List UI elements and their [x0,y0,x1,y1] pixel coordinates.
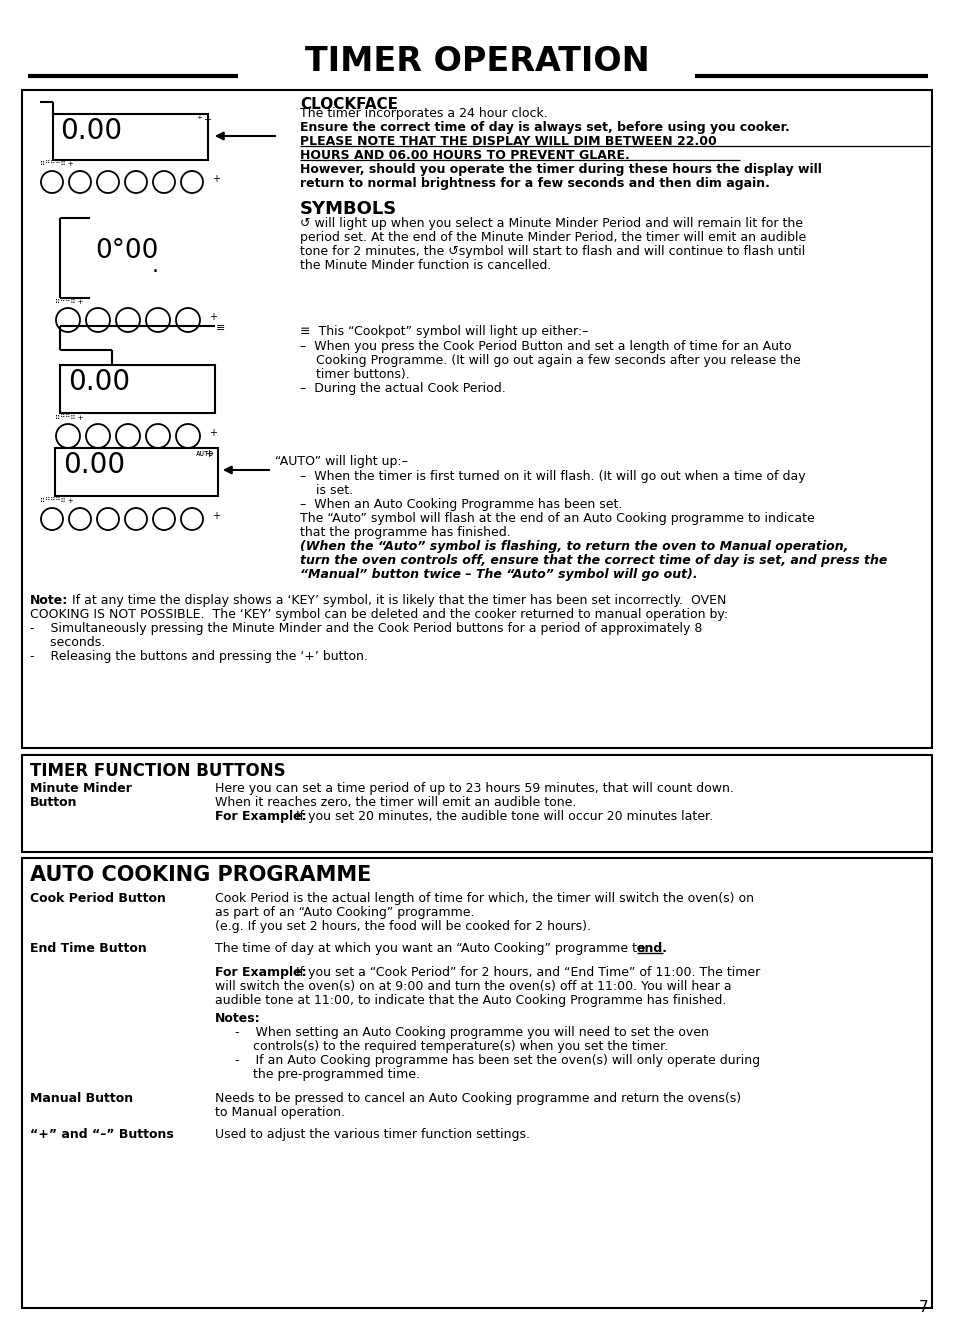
Text: the pre-programmed time.: the pre-programmed time. [253,1067,419,1081]
Text: -    Simultaneously pressing the Minute Minder and the Cook Period buttons for a: - Simultaneously pressing the Minute Min… [30,623,701,635]
Bar [22,90,931,748]
Bar [22,858,931,1308]
Text: However, should you operate the timer during these hours the display will: However, should you operate the timer du… [299,163,821,176]
Text: controls(s) to the required temperature(s) when you set the timer.: controls(s) to the required temperature(… [253,1039,667,1053]
Text: Ensure the correct time of day is always set, before using you cooker.: Ensure the correct time of day is always… [299,122,789,134]
Text: Cook Period Button: Cook Period Button [30,892,166,904]
Text: timer buttons).: timer buttons). [299,367,410,381]
Text: as part of an “Auto Cooking” programme.: as part of an “Auto Cooking” programme. [214,906,474,919]
Text: will switch the oven(s) on at 9:00 and turn the oven(s) off at 11:00. You will h: will switch the oven(s) on at 9:00 and t… [214,981,731,993]
Text: (e.g. If you set 2 hours, the food will be cooked for 2 hours).: (e.g. If you set 2 hours, the food will … [214,921,590,933]
Text: The “Auto” symbol will flash at the end of an Auto Cooking programme to indicate: The “Auto” symbol will flash at the end … [299,512,814,525]
Bar [55,448,218,496]
Text: COOKING IS NOT POSSIBLE.  The ‘KEY’ symbol can be deleted and the cooker returne: COOKING IS NOT POSSIBLE. The ‘KEY’ symbo… [30,608,727,621]
Text: end.: end. [637,942,667,955]
Text: to Manual operation.: to Manual operation. [214,1106,345,1120]
Text: Cook Period is the actual length of time for which, the timer will switch the ov: Cook Period is the actual length of time… [214,892,753,904]
Text: period set. At the end of the Minute Minder Period, the timer will emit an audib: period set. At the end of the Minute Min… [299,231,805,244]
Text: Used to adjust the various timer function settings.: Used to adjust the various timer functio… [214,1128,530,1141]
Text: –  When you press the Cook Period Button and set a length of time for an Auto: – When you press the Cook Period Button … [299,339,791,353]
Text: If you set 20 minutes, the audible tone will occur 20 minutes later.: If you set 20 minutes, the audible tone … [295,810,712,823]
Text: “+” and “–” Buttons: “+” and “–” Buttons [30,1128,173,1141]
Text: The timer incorporates a 24 hour clock.: The timer incorporates a 24 hour clock. [299,107,547,120]
Text: .: . [152,257,159,277]
Text: +: + [212,174,220,184]
Text: ≡: ≡ [215,323,225,333]
Text: If at any time the display shows a ‘KEY’ symbol, it is likely that the timer has: If at any time the display shows a ‘KEY’… [71,595,725,607]
Text: 7: 7 [918,1300,927,1315]
Text: ⠿⠛⠛⠿ +: ⠿⠛⠛⠿ + [55,415,86,421]
Text: “Manual” button twice – The “Auto” symbol will go out).: “Manual” button twice – The “Auto” symbo… [299,568,697,581]
Text: +: + [209,428,216,438]
Text: tone for 2 minutes, the ↺symbol will start to flash and will continue to flash u: tone for 2 minutes, the ↺symbol will sta… [299,244,804,258]
Text: Manual Button: Manual Button [30,1092,133,1105]
Text: CLOCKFACE: CLOCKFACE [299,98,397,112]
Text: Note:: Note: [30,595,69,607]
Bar [53,114,208,160]
Text: -    Releasing the buttons and pressing the ‘+’ button.: - Releasing the buttons and pressing the… [30,651,368,663]
Text: (When the “Auto” symbol is flashing, to return the oven to Manual operation,: (When the “Auto” symbol is flashing, to … [299,540,847,553]
Text: AUTO COOKING PROGRAMME: AUTO COOKING PROGRAMME [30,864,371,884]
Text: End Time Button: End Time Button [30,942,147,955]
Text: Minute Minder: Minute Minder [30,782,132,795]
Text: 0°00: 0°00 [95,238,158,265]
Text: The time of day at which you want an “Auto Cooking” programme to: The time of day at which you want an “Au… [214,942,648,955]
Text: For Example:: For Example: [214,966,306,979]
Text: -    When setting an Auto Cooking programme you will need to set the oven: - When setting an Auto Cooking programme… [234,1026,708,1039]
Text: ≡  This “Cookpot” symbol will light up either:–: ≡ This “Cookpot” symbol will light up ei… [299,325,588,338]
Text: TIMER OPERATION: TIMER OPERATION [304,45,649,77]
Text: ᴀᴜᴛᴏ: ᴀᴜᴛᴏ [195,449,213,458]
Text: return to normal brightness for a few seconds and then dim again.: return to normal brightness for a few se… [299,176,769,190]
Bar [60,365,214,413]
Text: SYMBOLS: SYMBOLS [299,200,396,218]
Text: the Minute Minder function is cancelled.: the Minute Minder function is cancelled. [299,259,551,273]
Text: 0.00: 0.00 [63,452,125,480]
Text: ⠿⠛⠛⠛⠿ +: ⠿⠛⠛⠛⠿ + [40,162,76,167]
Text: 0.00: 0.00 [60,118,122,146]
Bar [22,755,931,852]
Text: +: + [209,313,216,322]
Text: +: + [212,510,220,521]
Text: ⠿⠛⠛⠿ +: ⠿⠛⠛⠿ + [55,299,86,305]
Text: seconds.: seconds. [30,636,105,649]
Text: ⁺: ⁺ [195,115,202,126]
Text: turn the oven controls off, ensure that the correct time of day is set, and pres: turn the oven controls off, ensure that … [299,554,886,566]
Text: Notes:: Notes: [214,1011,260,1025]
Text: ⠿⠛⠛⠛⠿ +: ⠿⠛⠛⠛⠿ + [40,498,76,504]
Text: For Example:: For Example: [214,810,306,823]
Text: 0.00: 0.00 [68,367,130,395]
Text: that the programme has finished.: that the programme has finished. [299,526,510,538]
Text: TIMER FUNCTION BUTTONS: TIMER FUNCTION BUTTONS [30,762,285,780]
Text: If you set a “Cook Period” for 2 hours, and “End Time” of 11:00. The timer: If you set a “Cook Period” for 2 hours, … [295,966,760,979]
Text: “AUTO” will light up:–: “AUTO” will light up:– [274,456,408,468]
Text: Button: Button [30,796,77,810]
Text: HOURS AND 06.00 HOURS TO PREVENT GLARE.: HOURS AND 06.00 HOURS TO PREVENT GLARE. [299,150,629,162]
Text: Here you can set a time period of up to 23 hours 59 minutes, that will count dow: Here you can set a time period of up to … [214,782,733,795]
Text: Needs to be pressed to cancel an Auto Cooking programme and return the ovens(s): Needs to be pressed to cancel an Auto Co… [214,1092,740,1105]
Text: is set.: is set. [299,484,353,497]
Text: +: + [203,115,211,126]
Text: –  During the actual Cook Period.: – During the actual Cook Period. [299,382,505,395]
Text: –  When the timer is first turned on it will flash. (It will go out when a time : – When the timer is first turned on it w… [299,470,804,484]
Text: When it reaches zero, the timer will emit an audible tone.: When it reaches zero, the timer will emi… [214,796,576,810]
Text: ↺ will light up when you select a Minute Minder Period and will remain lit for t: ↺ will light up when you select a Minute… [299,216,802,230]
Text: –  When an Auto Cooking Programme has been set.: – When an Auto Cooking Programme has bee… [299,498,621,510]
Text: -    If an Auto Cooking programme has been set the oven(s) will only operate dur: - If an Auto Cooking programme has been … [234,1054,760,1067]
Text: PLEASE NOTE THAT THE DISPLAY WILL DIM BETWEEN 22.00: PLEASE NOTE THAT THE DISPLAY WILL DIM BE… [299,135,716,148]
Text: Cooking Programme. (It will go out again a few seconds after you release the: Cooking Programme. (It will go out again… [299,354,800,367]
Text: audible tone at 11:00, to indicate that the Auto Cooking Programme has finished.: audible tone at 11:00, to indicate that … [214,994,725,1007]
Text: +: + [205,449,214,460]
